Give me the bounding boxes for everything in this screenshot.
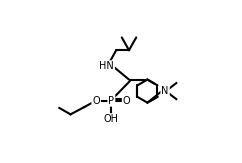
Text: OH: OH xyxy=(104,114,119,124)
Text: HN: HN xyxy=(99,61,114,71)
Text: O: O xyxy=(92,96,100,106)
Text: P: P xyxy=(108,96,114,106)
Text: O: O xyxy=(123,96,130,106)
Text: N: N xyxy=(161,86,169,96)
